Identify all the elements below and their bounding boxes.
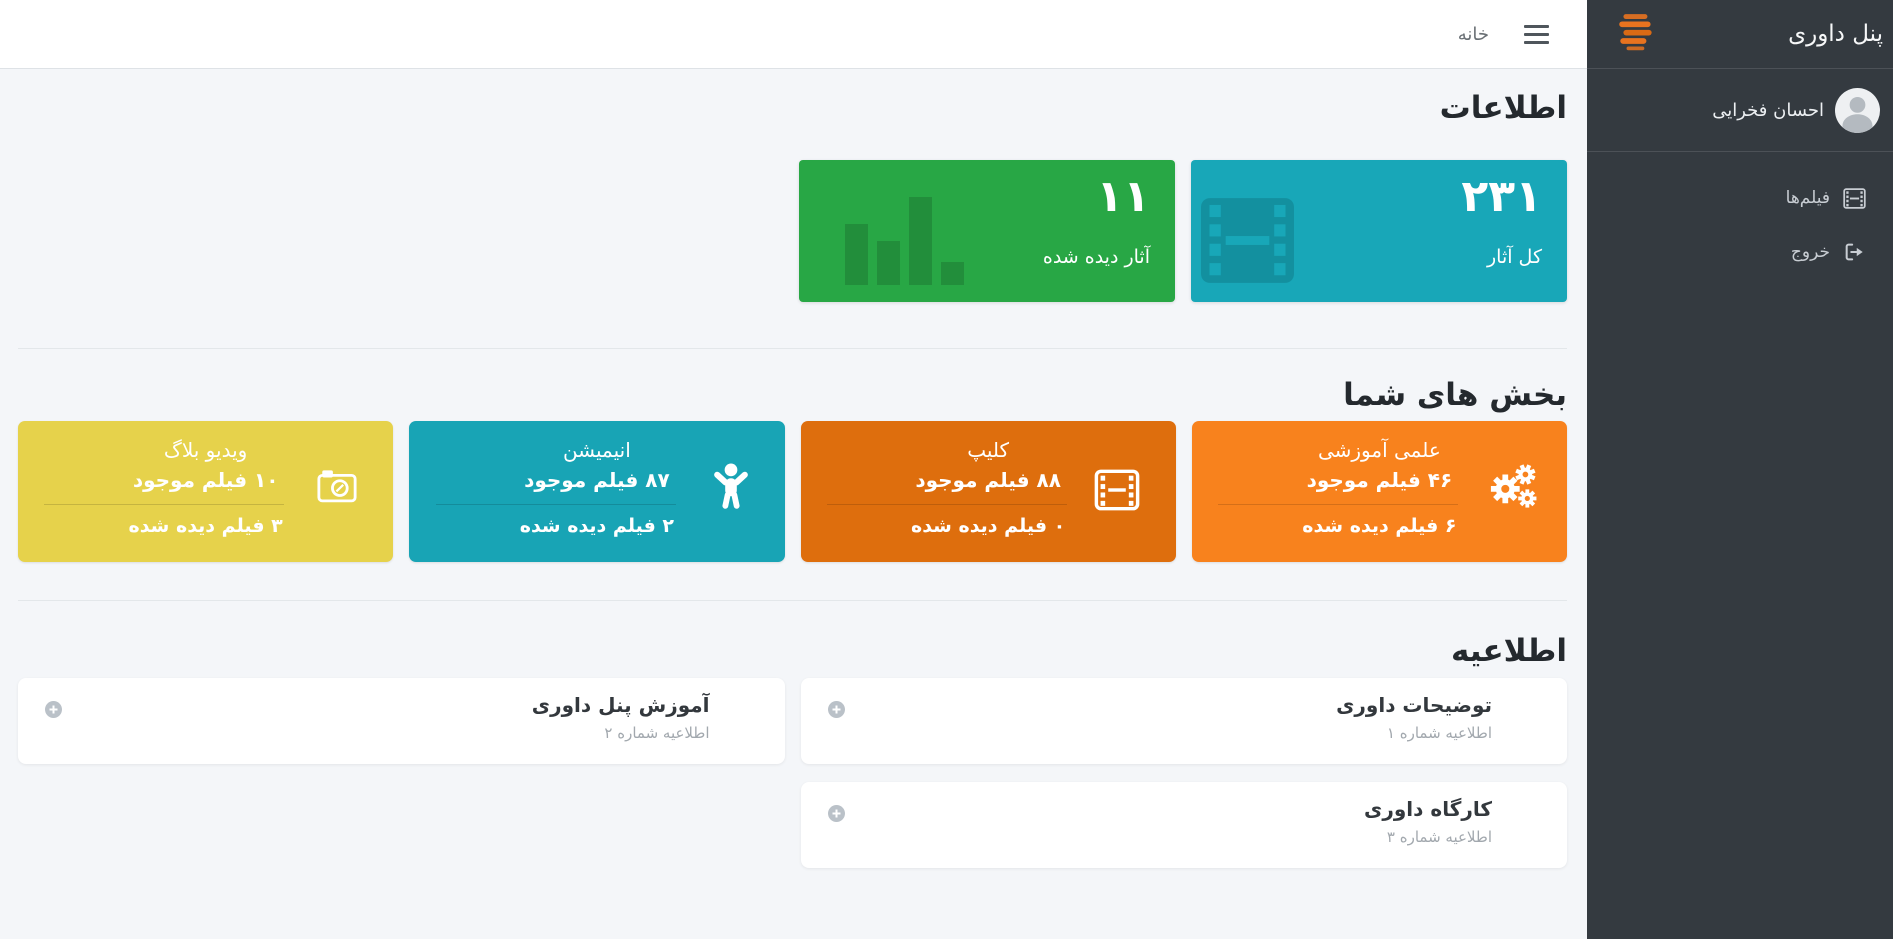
section-divider (18, 600, 1567, 601)
section-available-count: ۸۷ فیلم موجود (524, 468, 670, 492)
announcement-title: توضیحات داوری (1336, 693, 1492, 717)
sidebar-item-logout[interactable]: خروج (1587, 228, 1893, 276)
brand-title: پنل داوری (1788, 21, 1883, 47)
section-title: کلیپ (967, 438, 1010, 462)
sidebar-menu: فیلم‌ها خروج (1587, 152, 1893, 276)
section-card-vlog[interactable]: ویدیو بلاگ ۱۰ فیلم موجود ۳ فیلم دیده شده (18, 421, 394, 562)
expand-plus-icon[interactable] (45, 701, 62, 718)
sidebar-item-films[interactable]: فیلم‌ها (1587, 174, 1893, 222)
film-icon (1094, 469, 1140, 515)
announcement-title: کارگاه داوری (1364, 797, 1492, 821)
announcement-card: توضیحات داوری اطلاعیه شماره ۱ (800, 678, 1567, 764)
section-available-count: ۸۸ فیلم موجود (915, 468, 1061, 492)
section-title: انیمیشن (562, 438, 631, 462)
section-title: علمی آموزشی (1317, 438, 1441, 462)
info-heading: اطلاعات (1439, 90, 1567, 126)
nav-home-link[interactable]: خانه (1457, 23, 1489, 45)
section-divider (18, 348, 1567, 349)
stat-value: ۲۳۱ (1461, 171, 1542, 222)
top-navbar: خانه (0, 0, 1587, 69)
section-card-animation[interactable]: انیمیشن ۸۷ فیلم موجود ۲ فیلم دیده شده (409, 421, 785, 562)
section-available-count: ۴۶ فیلم موجود (1306, 468, 1453, 492)
announcement-subtitle: اطلاعیه شماره ۱ (1386, 724, 1492, 742)
stat-card-total-works: ۲۳۱ کل آثار (1191, 160, 1567, 302)
sections-row: علمی آموزشی ۴۶ فیلم موجود ۶ فیلم دیده شد… (18, 421, 1567, 562)
announcements-grid: توضیحات داوری اطلاعیه شماره ۱ آموزش پنل … (18, 678, 1567, 868)
expand-plus-icon[interactable] (827, 701, 845, 718)
section-seen-count: ۲ فیلم دیده شده (519, 515, 674, 537)
announcement-subtitle: اطلاعیه شماره ۳ (1386, 828, 1492, 846)
announcement-card: آموزش پنل داوری اطلاعیه شماره ۲ (18, 678, 785, 764)
user-panel: احسان فخرایی (1587, 69, 1893, 152)
gears-icon (1485, 463, 1539, 513)
section-title: ویدیو بلاگ (163, 438, 248, 462)
section-seen-count: ۶ فیلم دیده شده (1302, 515, 1457, 537)
section-card-clip[interactable]: کلیپ ۸۸ فیلم موجود ۰ فیلم دیده شده (800, 421, 1176, 562)
sidebar-toggle-button[interactable] (1522, 21, 1551, 48)
stat-label: آثار دیده شده (1042, 246, 1150, 268)
stat-label: کل آثار (1486, 246, 1542, 268)
camera-icon (317, 469, 357, 507)
sections-heading: بخش های شما (1343, 377, 1567, 413)
stat-value: ۱۱ (1096, 171, 1150, 222)
stats-row: ۲۳۱ کل آثار ۱۱ آثار دیده شده (18, 160, 1567, 302)
main-content: اطلاعات ۲۳۱ کل آثار ۱۱ آثار (18, 90, 1567, 868)
announcement-subtitle: اطلاعیه شماره ۲ (604, 724, 710, 742)
sidebar: پنل داوری احسان فخرایی (1587, 0, 1893, 939)
announcements-heading: اطلاعیه (1451, 633, 1567, 669)
film-icon (1842, 187, 1866, 209)
festival-logo-icon (1614, 11, 1660, 57)
sidebar-item-label: فیلم‌ها (1785, 188, 1830, 208)
announcement-title: آموزش پنل داوری (531, 693, 710, 717)
sidebar-brand[interactable]: پنل داوری (1587, 0, 1893, 69)
section-card-scientific[interactable]: علمی آموزشی ۴۶ فیلم موجود ۶ فیلم دیده شد… (1191, 421, 1567, 562)
section-seen-count: ۳ فیلم دیده شده (128, 515, 283, 537)
avatar[interactable] (1835, 87, 1880, 133)
stat-card-seen-works: ۱۱ آثار دیده شده (799, 160, 1175, 302)
section-seen-count: ۰ فیلم دیده شده (910, 515, 1066, 537)
section-available-count: ۱۰ فیلم موجود (132, 468, 279, 492)
user-name: احسان فخرایی (1712, 99, 1824, 121)
expand-plus-icon[interactable] (827, 805, 845, 822)
child-icon (713, 463, 749, 514)
sign-out-icon (1842, 241, 1866, 263)
announcement-card: کارگاه داوری اطلاعیه شماره ۳ (800, 782, 1567, 868)
sidebar-item-label: خروج (1790, 242, 1830, 262)
